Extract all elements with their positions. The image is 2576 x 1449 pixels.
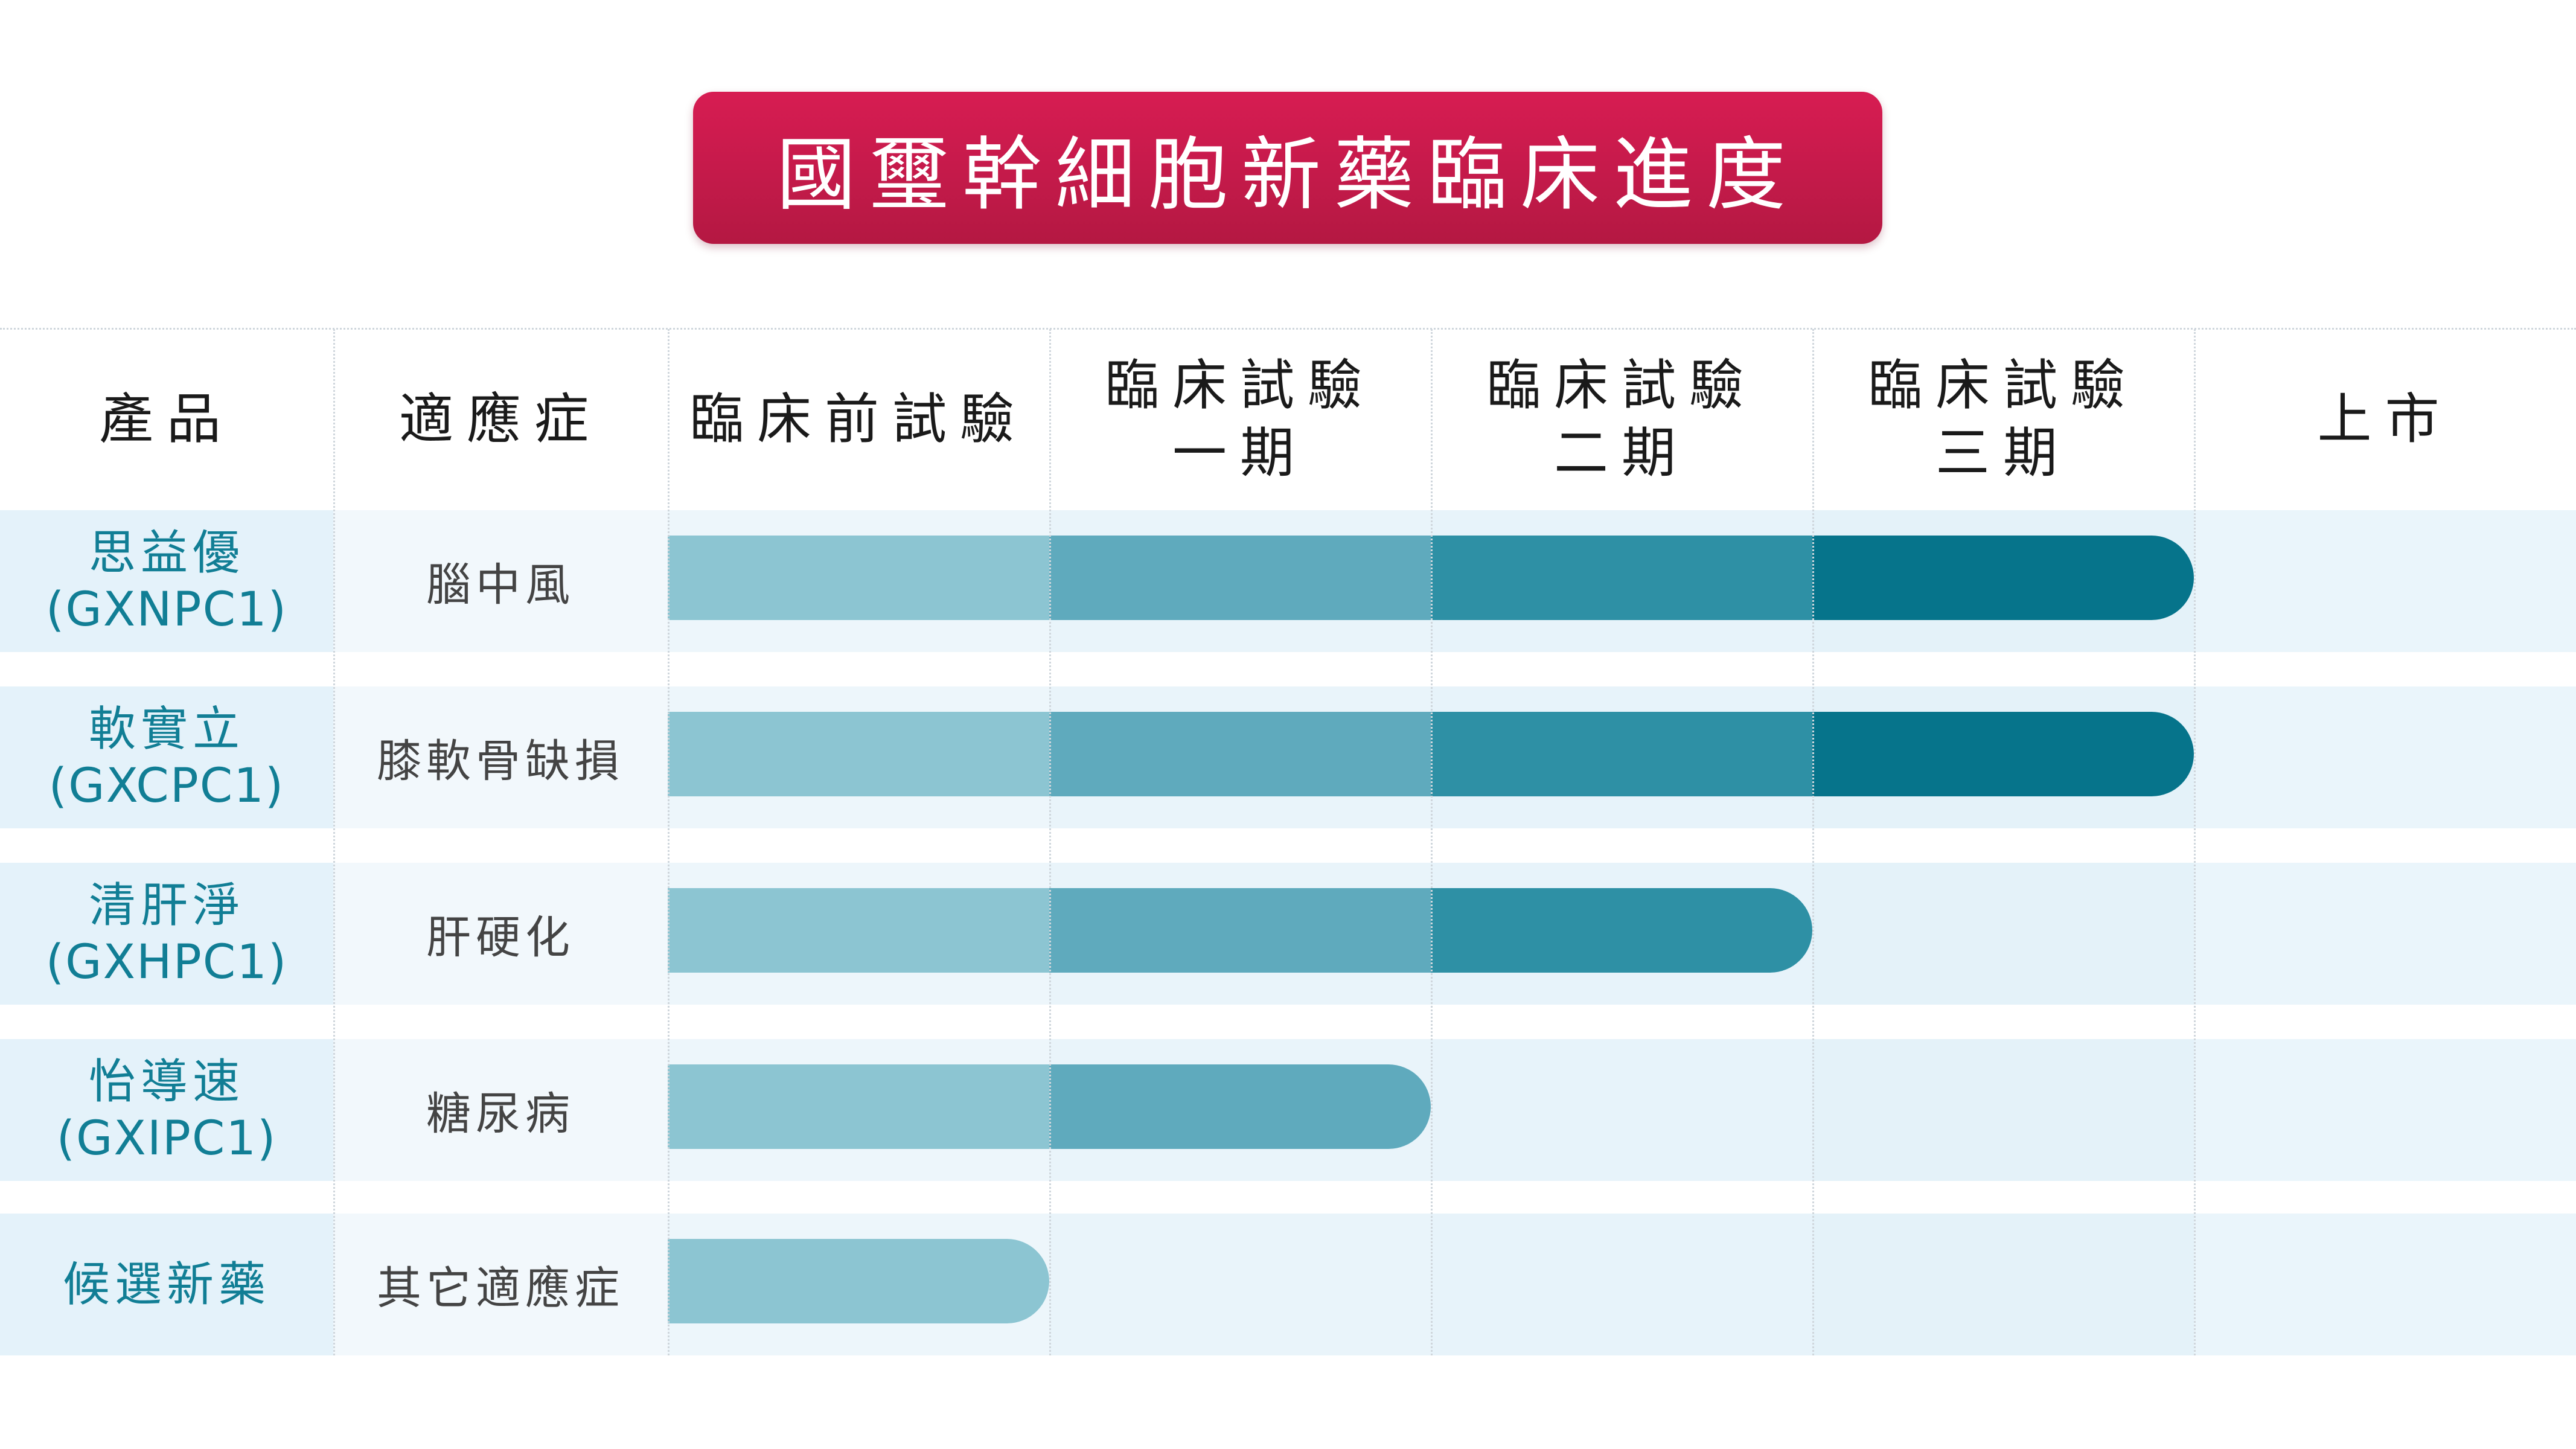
product-cell: 清肝淨 (GXHPC1) xyxy=(0,863,333,1005)
progress-bar-segment xyxy=(1812,536,2194,620)
product-code: (GXHPC1) xyxy=(45,935,288,990)
product-cell-bg xyxy=(0,1214,333,1355)
indication-cell: 糖尿病 xyxy=(333,1039,668,1181)
header-stage-phase3: 臨床試驗 三期 xyxy=(1812,329,2194,510)
header-product: 產品 xyxy=(0,329,333,510)
stage-cell-bg xyxy=(1049,1214,1431,1355)
product-name: 思益優 xyxy=(88,525,244,580)
progress-bar-segment xyxy=(668,888,1049,973)
product-cell-bg xyxy=(0,510,333,652)
product-cell: 思益優 (GXNPC1) xyxy=(0,510,333,652)
product-name: 怡導速 xyxy=(88,1054,244,1109)
progress-bar xyxy=(668,1064,1431,1149)
stage-cell-bg xyxy=(1812,1214,2194,1355)
indication-cell-bg xyxy=(333,686,668,828)
indication-cell: 腦中風 xyxy=(333,510,668,652)
header-stage-line1: 臨床試驗 xyxy=(1486,354,1757,417)
stage-cell-bg xyxy=(2194,1214,2576,1355)
indication-cell-bg xyxy=(333,1039,668,1181)
stage-cell-bg xyxy=(1812,863,2194,1005)
header-stage-line2: 一期 xyxy=(1172,421,1308,485)
header-stage-line2: 二期 xyxy=(1554,421,1689,485)
progress-bar xyxy=(668,1239,1049,1323)
product-cell: 怡導速 (GXIPC1) xyxy=(0,1039,333,1181)
product-code: (GXNPC1) xyxy=(45,582,288,637)
column-divider xyxy=(668,329,670,1355)
stage-cell-bg xyxy=(1431,1214,1812,1355)
progress-bar-segment xyxy=(668,1239,1049,1323)
indication-cell-bg xyxy=(333,510,668,652)
product-code: (GXIPC1) xyxy=(56,1111,277,1166)
product-cell-bg xyxy=(0,1039,333,1181)
page-title: 國璽幹細胞新藥臨床進度 xyxy=(776,128,1799,222)
product-name: 軟實立 xyxy=(88,702,244,756)
product-cell-bg xyxy=(0,863,333,1005)
column-divider xyxy=(1049,329,1051,1355)
header-product-label: 產品 xyxy=(99,388,234,451)
product-name: 清肝淨 xyxy=(88,878,244,933)
table-top-border xyxy=(0,328,2576,330)
progress-bar xyxy=(668,536,2194,620)
header-indication-label: 適應症 xyxy=(399,388,602,451)
header-stage-line1: 臨床前試驗 xyxy=(689,388,1028,451)
header-indication: 適應症 xyxy=(333,329,668,510)
column-divider xyxy=(1431,329,1433,1355)
column-divider xyxy=(2194,329,2196,1355)
title-banner: 國璽幹細胞新藥臨床進度 xyxy=(693,92,1882,244)
indication-cell-bg xyxy=(333,1214,668,1355)
column-divider xyxy=(1812,329,1814,1355)
indication-cell: 肝硬化 xyxy=(333,863,668,1005)
progress-bar-segment xyxy=(1431,536,1812,620)
header-stage-phase2: 臨床試驗 二期 xyxy=(1431,329,1812,510)
stage-cell-bg xyxy=(2194,686,2576,828)
indication-label: 腦中風 xyxy=(426,559,575,611)
header-stage-line1: 上市 xyxy=(2317,388,2453,451)
indication-cell-bg xyxy=(333,863,668,1005)
header-stage-line1: 臨床試驗 xyxy=(1868,354,2138,417)
stage-cell-bg xyxy=(1431,1039,1812,1181)
product-cell: 候選新藥 xyxy=(0,1214,333,1355)
progress-bar-segment xyxy=(1049,1064,1431,1149)
progress-bar-segment xyxy=(1049,536,1431,620)
indication-label: 肝硬化 xyxy=(426,912,575,964)
product-name: 候選新藥 xyxy=(62,1257,270,1312)
product-cell: 軟實立 (GXCPC1) xyxy=(0,686,333,828)
header-stage-line1: 臨床試驗 xyxy=(1105,354,1375,417)
progress-bar-segment xyxy=(1812,712,2194,796)
table-row xyxy=(0,1214,2576,1355)
stage-cell-bg xyxy=(2194,863,2576,1005)
header-stage-market: 上市 xyxy=(2194,329,2576,510)
progress-bar-segment xyxy=(668,1064,1049,1149)
indication-cell: 其它適應症 xyxy=(333,1214,668,1355)
indication-label: 糖尿病 xyxy=(426,1088,575,1140)
header-stage-preclinical: 臨床前試驗 xyxy=(668,329,1049,510)
progress-bar-segment xyxy=(1431,888,1812,973)
column-divider xyxy=(333,329,335,1355)
header-stage-phase1: 臨床試驗 一期 xyxy=(1049,329,1431,510)
stage-cell-bg xyxy=(2194,1039,2576,1181)
product-code: (GXCPC1) xyxy=(48,758,285,813)
progress-bar-segment xyxy=(1431,712,1812,796)
stage-cell-bg xyxy=(2194,510,2576,652)
indication-label: 其它適應症 xyxy=(377,1262,624,1314)
header-stage-line2: 三期 xyxy=(1935,421,2071,485)
progress-bar-segment xyxy=(1049,712,1431,796)
progress-bar-segment xyxy=(668,712,1049,796)
progress-bar-segment xyxy=(1049,888,1431,973)
stage-cell-bg xyxy=(1812,1039,2194,1181)
progress-bar xyxy=(668,712,2194,796)
indication-cell: 膝軟骨缺損 xyxy=(333,686,668,828)
progress-bar-segment xyxy=(668,536,1049,620)
progress-bar xyxy=(668,888,1812,973)
product-cell-bg xyxy=(0,686,333,828)
indication-label: 膝軟骨缺損 xyxy=(377,735,624,787)
